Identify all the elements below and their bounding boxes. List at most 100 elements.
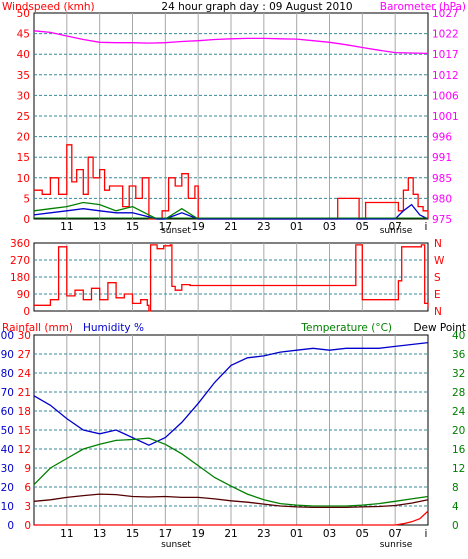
sunset-label-1: sunset (161, 226, 191, 236)
temperature-tick-label: 32 (452, 368, 465, 380)
x-tick-label: 11 (60, 221, 73, 233)
sunset-label-3: sunset (161, 540, 191, 550)
temperature-tick-label: 4 (452, 501, 459, 513)
humidity-line (33, 341, 429, 446)
humidity-tick-label: 0 (7, 520, 14, 532)
x-tick-label: 13 (93, 528, 106, 540)
x-tick-label: 01 (290, 528, 303, 540)
x-tick-label: 15 (126, 528, 139, 540)
x-tick-label: 01 (290, 221, 303, 233)
humidity-tick-label: 40 (1, 444, 14, 456)
rain-tick-label: 15 (18, 425, 31, 437)
humidity-tick-label: 10 (1, 501, 14, 513)
humidity-tick-label: 100 (0, 330, 14, 342)
temperature-axis-label: Temperature (°C) (300, 322, 392, 334)
rain-tick-label: 6 (24, 482, 31, 494)
barometer-line (33, 30, 429, 55)
temperature-tick-label: 24 (452, 406, 466, 418)
windspeed-tick-label: 20 (17, 132, 30, 144)
x-tick-label: 15 (126, 221, 139, 233)
humidity-tick-label: 80 (1, 368, 14, 380)
windspeed-tick-label: 30 (17, 90, 30, 102)
temperature-tick-label: 36 (452, 349, 466, 361)
panel3-grid (34, 335, 428, 525)
windspeed-tick-label: 35 (17, 70, 30, 82)
temperature-tick-label: 20 (452, 425, 465, 437)
sunrise-label-3: sunrise (380, 540, 413, 550)
rain-tick-label: 9 (24, 463, 31, 475)
panel2-series (34, 244, 429, 312)
rainfall-line (34, 510, 429, 526)
humidity-tick-label: 20 (1, 482, 14, 494)
windspeed-axis-label: Windspeed (kmh) (2, 1, 95, 13)
barometer-tick-label: 1012 (432, 70, 459, 82)
windspeed-tick-label: 25 (17, 111, 30, 123)
x-tick-label: 17 (159, 221, 172, 233)
dewpoint-axis-label: Dew Point (413, 322, 466, 334)
temperature-tick-label: 12 (452, 463, 465, 475)
windspeed-tick-label: 0 (23, 214, 30, 226)
windspeed-tick-label: 10 (17, 173, 30, 185)
x-tick-label: 05 (356, 528, 369, 540)
rain-tick-label: 18 (18, 406, 31, 418)
barometer-tick-label: 1027 (432, 8, 459, 20)
windspeed-tick-label: 50 (17, 8, 30, 20)
temperature-tick-label: 28 (452, 387, 465, 399)
sunrise-label-1: sunrise (380, 226, 413, 236)
dewpoint-line (33, 493, 429, 509)
compass-tick-label: S (434, 272, 441, 284)
temperature-tick-label: 8 (452, 482, 459, 494)
panel1-grid (34, 13, 428, 219)
x-tick-label: 19 (191, 528, 204, 540)
rain-tick-label: 12 (18, 444, 31, 456)
x-tick-label: i (425, 221, 428, 233)
wind-gust-line (34, 144, 429, 220)
barometer-axis-label: Barometer (hPa) (380, 1, 466, 13)
temperature-tick-label: 0 (452, 520, 459, 532)
barometer-tick-label: 1006 (432, 90, 459, 102)
x-tick-label: 11 (60, 528, 73, 540)
windspeed-tick-label: 45 (17, 29, 30, 41)
x-tick-label: 13 (93, 221, 106, 233)
humidity-tick-label: 50 (1, 425, 14, 437)
direction-tick-label: 360 (10, 238, 30, 250)
x-tick-label: 05 (356, 221, 369, 233)
barometer-tick-label: 975 (432, 214, 452, 226)
direction-tick-label: 90 (17, 289, 30, 301)
barometer-tick-label: 1001 (432, 111, 459, 123)
x-tick-label: i (425, 528, 428, 540)
windspeed-tick-label: 5 (23, 193, 30, 205)
windspeed-tick-label: 40 (17, 49, 30, 61)
x-tick-label: 03 (323, 221, 336, 233)
compass-tick-label: N (434, 306, 442, 318)
humidity-tick-label: 60 (1, 406, 14, 418)
wind-average-line (33, 203, 429, 220)
x-tick-label: 07 (388, 221, 401, 233)
temperature-tick-label: 40 (452, 330, 465, 342)
rain-tick-label: 24 (18, 368, 32, 380)
direction-tick-label: 270 (10, 255, 30, 267)
wind-direction-line (34, 244, 429, 312)
rainfall-axis-label: Rainfall (mm) (2, 322, 73, 334)
panel3-series (33, 341, 429, 526)
x-tick-label: 03 (323, 528, 336, 540)
rain-tick-label: 27 (18, 349, 31, 361)
compass-tick-label: N (434, 238, 442, 250)
x-tick-label: 21 (224, 221, 237, 233)
x-tick-label: 23 (257, 221, 270, 233)
chart-title: 24 hour graph day : 09 August 2010 (161, 1, 352, 13)
barometer-tick-label: 1017 (432, 49, 459, 61)
x-tick-label: 23 (257, 528, 270, 540)
rain-tick-label: 3 (24, 501, 31, 513)
tick-labels: 11 13 15 17 19 21 23 01 03 05 07 i11 13 15 17 19 21 23 01 0… (0, 8, 466, 540)
humidity-tick-label: 90 (1, 349, 14, 361)
rain-tick-label: 30 (18, 330, 31, 342)
windspeed-tick-label: 15 (17, 152, 30, 164)
rain-tick-label: 0 (24, 520, 31, 532)
barometer-tick-label: 996 (432, 132, 452, 144)
humidity-tick-label: 70 (1, 387, 14, 399)
barometer-tick-label: 980 (432, 193, 452, 205)
x-tick-label: 17 (159, 528, 172, 540)
